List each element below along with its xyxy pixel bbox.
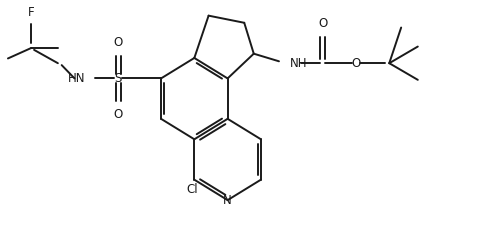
Text: O: O [352, 57, 361, 70]
Text: Cl: Cl [186, 183, 198, 197]
Text: O: O [318, 17, 327, 30]
Text: F: F [28, 6, 34, 18]
Text: N: N [223, 194, 232, 207]
Text: HN: HN [68, 72, 85, 85]
Text: O: O [114, 36, 123, 49]
Text: S: S [114, 72, 122, 85]
Text: NH: NH [289, 57, 307, 70]
Text: O: O [114, 108, 123, 121]
